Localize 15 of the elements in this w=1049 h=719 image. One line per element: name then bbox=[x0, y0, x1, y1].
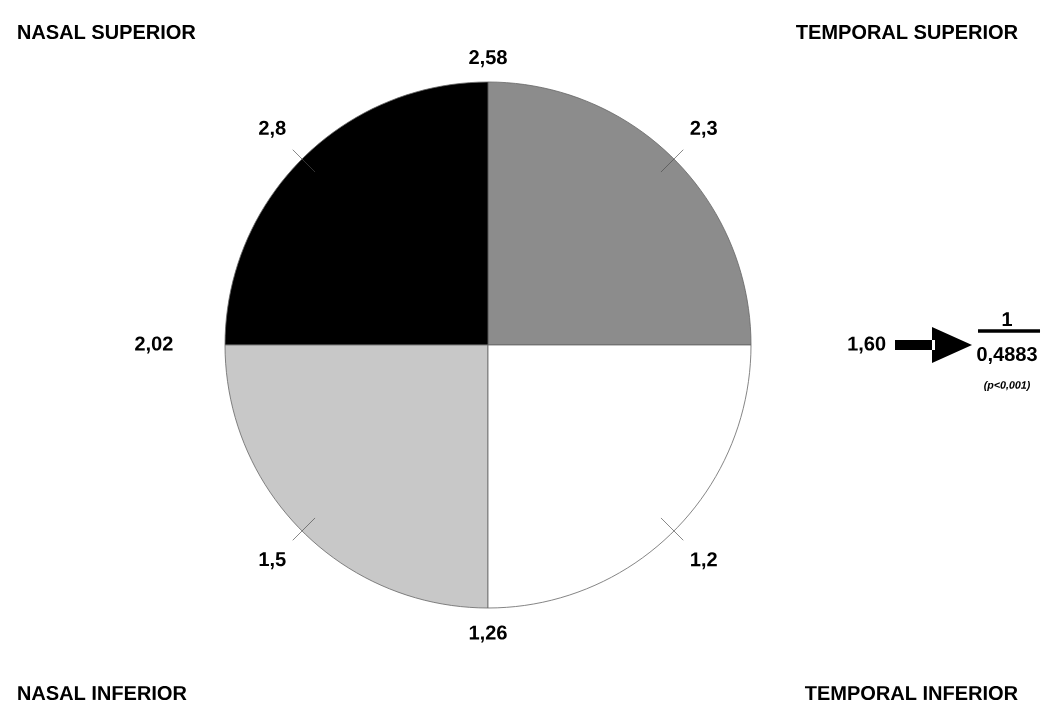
text: 1,26 bbox=[469, 625, 507, 643]
text: 0,4883 bbox=[977, 346, 1037, 364]
slice-label: TEMPORAL INFERIOR bbox=[804, 685, 1018, 701]
text: (p<0,001) bbox=[984, 380, 1030, 391]
text: 1,60 bbox=[848, 336, 886, 354]
text: 2,3 bbox=[690, 120, 717, 138]
text: 2,02 bbox=[135, 336, 173, 354]
slice-label: NASAL INFERIOR bbox=[18, 685, 187, 701]
text: 2,58 bbox=[469, 50, 507, 68]
text: 1,5 bbox=[259, 552, 286, 570]
text: 1 bbox=[1002, 312, 1013, 327]
slice-label: TEMPORAL SUPERIOR bbox=[796, 24, 1018, 40]
slice-label: NASAL SUPERIOR bbox=[18, 24, 196, 40]
text: 1,2 bbox=[691, 552, 717, 570]
text: 2,8 bbox=[259, 120, 286, 138]
